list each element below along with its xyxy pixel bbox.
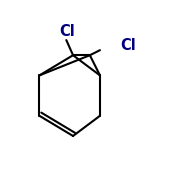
Text: Cl: Cl	[60, 24, 75, 39]
Text: Cl: Cl	[120, 38, 136, 53]
